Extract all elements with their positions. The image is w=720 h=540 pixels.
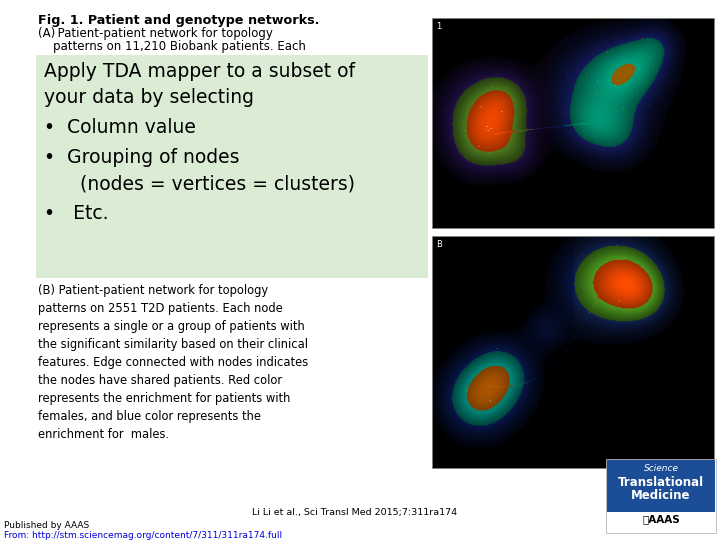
Text: Li Li et al., Sci Transl Med 2015;7:311ra174: Li Li et al., Sci Transl Med 2015;7:311r… xyxy=(253,508,458,517)
Text: Translational: Translational xyxy=(618,476,704,489)
Bar xyxy=(606,459,716,533)
Text: 1: 1 xyxy=(436,22,441,31)
Bar xyxy=(432,18,714,228)
Bar xyxy=(432,236,714,468)
Text: Medicine: Medicine xyxy=(631,489,690,502)
Text: Fig. 1. Patient and genotype networks.: Fig. 1. Patient and genotype networks. xyxy=(38,14,320,27)
Text: From: http://stm.sciencemag.org/content/7/311/311ra174.full: From: http://stm.sciencemag.org/content/… xyxy=(4,531,282,540)
Bar xyxy=(36,55,428,278)
Text: Science: Science xyxy=(644,464,678,473)
Text: Published by AAAS: Published by AAAS xyxy=(4,521,89,530)
Text: your data by selecting: your data by selecting xyxy=(44,88,254,107)
Text: B: B xyxy=(436,240,442,249)
Text: •   Etc.: • Etc. xyxy=(44,204,109,223)
Text: (B) Patient-patient network for topology
patterns on 2551 T2D patients. Each nod: (B) Patient-patient network for topology… xyxy=(38,284,308,441)
Bar xyxy=(607,512,715,532)
Text: (nodes = vertices = clusters): (nodes = vertices = clusters) xyxy=(44,174,355,193)
Text: •  Grouping of nodes: • Grouping of nodes xyxy=(44,148,240,167)
Text: (A) Patient-patient network for topology: (A) Patient-patient network for topology xyxy=(38,27,273,40)
Text: Apply TDA mapper to a subset of: Apply TDA mapper to a subset of xyxy=(44,62,355,81)
Bar xyxy=(607,460,715,512)
Text: •  Column value: • Column value xyxy=(44,118,196,137)
Text: patterns on 11,210 Biobank patients. Each: patterns on 11,210 Biobank patients. Eac… xyxy=(38,40,306,53)
Text: ⒶAAAS: ⒶAAAS xyxy=(642,514,680,524)
